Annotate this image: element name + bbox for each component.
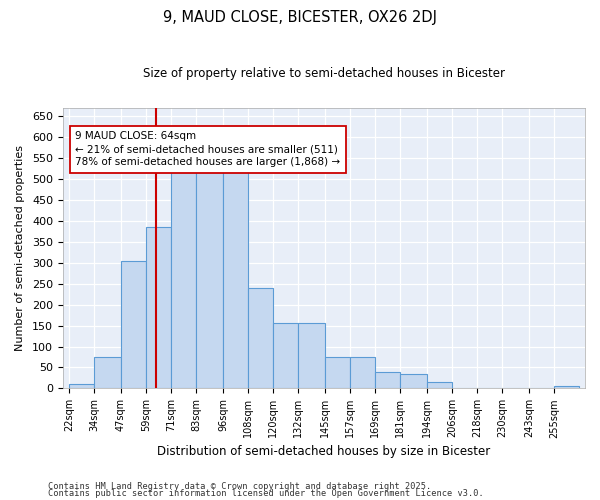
Bar (94, 357, 121, 388)
Bar (223, 142, 248, 388)
Bar (400, 374, 427, 388)
Y-axis label: Number of semi-detached properties: Number of semi-detached properties (15, 145, 25, 351)
Bar (69, 384, 94, 388)
Bar (273, 324, 298, 388)
Bar (554, 386, 579, 388)
Text: 9, MAUD CLOSE, BICESTER, OX26 2DJ: 9, MAUD CLOSE, BICESTER, OX26 2DJ (163, 10, 437, 25)
Bar (375, 372, 400, 388)
Bar (121, 260, 146, 388)
Bar (350, 357, 375, 388)
Bar (196, 142, 223, 388)
Bar (171, 166, 196, 388)
Text: 9 MAUD CLOSE: 64sqm
← 21% of semi-detached houses are smaller (511)
78% of semi-: 9 MAUD CLOSE: 64sqm ← 21% of semi-detach… (75, 131, 340, 168)
X-axis label: Distribution of semi-detached houses by size in Bicester: Distribution of semi-detached houses by … (157, 444, 491, 458)
Bar (325, 357, 350, 388)
Bar (427, 382, 452, 388)
Bar (298, 324, 325, 388)
Text: Contains public sector information licensed under the Open Government Licence v3: Contains public sector information licen… (48, 490, 484, 498)
Bar (146, 228, 171, 388)
Title: Size of property relative to semi-detached houses in Bicester: Size of property relative to semi-detach… (143, 68, 505, 80)
Bar (248, 288, 273, 388)
Text: Contains HM Land Registry data © Crown copyright and database right 2025.: Contains HM Land Registry data © Crown c… (48, 482, 431, 491)
